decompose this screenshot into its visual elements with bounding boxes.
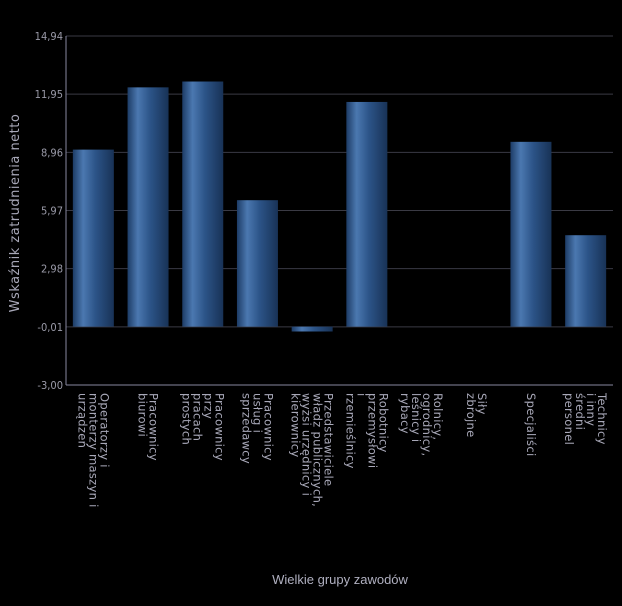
x-category-label-line: Specjaliści <box>524 393 538 456</box>
x-category-label-line: sprzedawcy <box>239 393 253 464</box>
x-category-label-line: wyżsi urzędnicy i <box>300 393 314 496</box>
bar[interactable] <box>346 101 388 327</box>
bar[interactable] <box>236 200 278 327</box>
x-category-label-line: rzemieślnicy <box>343 393 357 469</box>
x-category-label-line: Operatorzy i <box>97 393 111 468</box>
x-category-label-line: Pracownicy <box>212 393 226 461</box>
x-category-label-line: Robotnicy <box>376 393 390 453</box>
y-tick-label: 14,94 <box>35 30 63 43</box>
bar[interactable] <box>510 141 552 327</box>
y-tick-label: -3,00 <box>37 379 63 392</box>
x-category-label-line: usług i <box>250 393 264 433</box>
x-category-label-line: zbrojne <box>464 393 478 438</box>
x-category-label-line: ogrodnicy, <box>420 393 434 456</box>
x-category-label-line: kierownicy <box>289 393 303 457</box>
x-category-label-line: rybacy <box>398 393 412 434</box>
x-category-label-line: Pracownicy <box>147 393 161 461</box>
y-tick-label: 5,97 <box>41 205 63 218</box>
x-category-label-line: leśnicy i <box>409 393 423 442</box>
y-tick-label: -0,01 <box>37 321 63 334</box>
x-category-label-line: urządzeń <box>75 393 89 448</box>
x-category-label-line: monterzy maszyn i <box>86 393 100 508</box>
x-category-label-line: przy <box>201 393 215 419</box>
x-category-label-line: Przedstawiciele <box>322 393 336 486</box>
bar[interactable] <box>565 235 607 327</box>
x-category-label-line: Technicy <box>595 392 609 445</box>
x-category-label-line: Siły <box>475 393 489 415</box>
x-category-label-line: i <box>354 393 368 397</box>
bar[interactable] <box>72 149 114 327</box>
x-category-label-line: prostych <box>179 393 193 445</box>
x-category-label-line: i inny <box>584 393 598 426</box>
x-category-label-line: personel <box>562 393 576 445</box>
y-tick-label: 2,98 <box>41 263 63 276</box>
y-tick-label: 11,95 <box>35 88 63 101</box>
bar[interactable] <box>182 81 224 327</box>
y-tick-label: 8,96 <box>41 146 63 159</box>
y-axis-title: Wskaźnik zatrudnienia netto <box>8 114 23 313</box>
x-category-label-line: biurowi <box>136 393 150 437</box>
x-axis-title: Wielkie grupy zawodów <box>272 572 408 587</box>
x-category-label-line: średni <box>573 393 587 430</box>
bar[interactable] <box>291 326 333 332</box>
x-category-label-line: władz publicznych, <box>311 393 325 507</box>
x-category-label-line: Rolnicy, <box>431 393 445 440</box>
bar[interactable] <box>127 87 169 327</box>
x-category-label-line: przemysłowi <box>365 393 379 468</box>
x-category-label-line: pracach <box>190 393 204 441</box>
x-category-label: Specjaliści <box>524 393 538 456</box>
x-category-label-line: Pracownicy <box>261 393 275 461</box>
